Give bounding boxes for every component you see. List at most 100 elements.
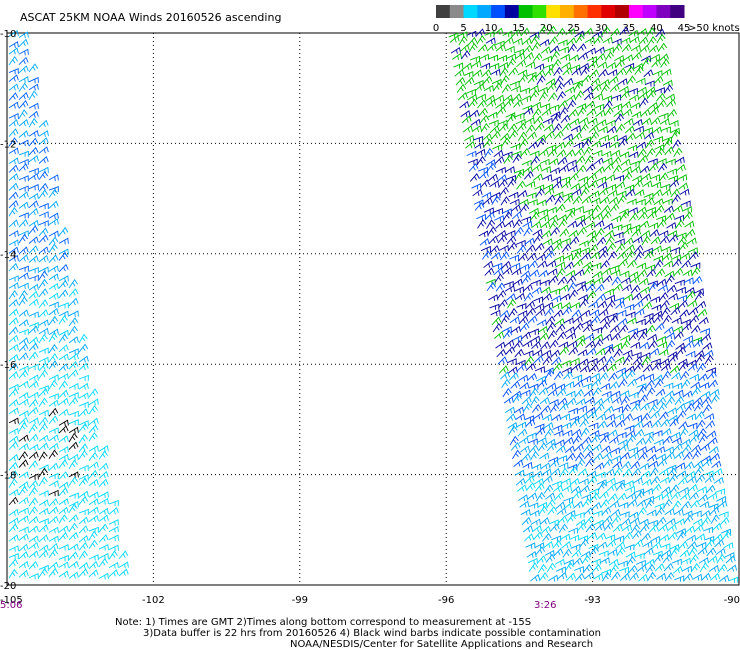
- wind-barb: [480, 179, 491, 188]
- wind-barb: [48, 434, 59, 442]
- wind-barb: [640, 108, 651, 117]
- wind-barb: [516, 122, 527, 132]
- wind-barb: [661, 428, 672, 436]
- wind-barb: [651, 419, 662, 429]
- wind-barb: [582, 563, 593, 573]
- wind-barb: [583, 27, 594, 36]
- wind-barb: [598, 187, 609, 196]
- wind-barb: [517, 69, 528, 77]
- wind-barb: [688, 251, 699, 261]
- wind-barb: [696, 419, 706, 429]
- wind-barb: [549, 219, 559, 230]
- wind-barb: [654, 502, 665, 510]
- wind-barb: [544, 67, 554, 77]
- wind-barb: [609, 324, 620, 333]
- wind-barb: [663, 498, 673, 509]
- wind-barb: [579, 123, 589, 133]
- wind-barb: [598, 68, 609, 78]
- wind-barb: [8, 230, 19, 237]
- wind-barb: [624, 184, 635, 191]
- wind-barb: [569, 236, 580, 246]
- wind-barb: [676, 346, 687, 356]
- wind-barb: [28, 225, 39, 235]
- wind-barb: [662, 314, 672, 324]
- wind-barb: [518, 315, 529, 325]
- wind-barb: [696, 541, 707, 549]
- wind-barb: [483, 260, 494, 269]
- wind-barb: [68, 348, 79, 355]
- wind-barb: [38, 416, 49, 426]
- wind-barb: [523, 471, 534, 478]
- wind-barb: [603, 163, 614, 172]
- wind-barb: [547, 506, 557, 516]
- wind-barb: [28, 525, 39, 533]
- wind-barb: [477, 99, 487, 109]
- wind-barb: [657, 402, 668, 412]
- wind-barb: [616, 431, 627, 439]
- wind-barb: [558, 100, 568, 109]
- wind-barb: [569, 54, 580, 62]
- wind-barb: [655, 388, 666, 397]
- legend-unit-label: >50 knots: [688, 23, 740, 34]
- wind-barb: [622, 227, 633, 235]
- y-tick-label: -20: [0, 581, 16, 592]
- wind-barb: [532, 107, 542, 118]
- wind-barb: [8, 128, 19, 137]
- wind-barb: [519, 500, 530, 508]
- wind-barb: [574, 147, 585, 157]
- wind-barb: [579, 484, 590, 493]
- wind-barb: [48, 218, 59, 226]
- wind-barb: [690, 381, 701, 389]
- wind-barb: [638, 518, 649, 526]
- wind-barb: [635, 437, 646, 446]
- wind-barb: [533, 531, 543, 541]
- wind-barb: [570, 418, 581, 427]
- wind-barb: [649, 106, 660, 116]
- wind-barb: [540, 221, 551, 229]
- wind-barb: [58, 561, 69, 569]
- wind-barb: [492, 208, 503, 215]
- wind-barb: [8, 417, 19, 425]
- wind-barb: [707, 370, 717, 380]
- wind-barb: [669, 484, 680, 494]
- wind-barb: [526, 432, 537, 439]
- wind-barb: [563, 496, 574, 503]
- wind-barb: [476, 93, 487, 101]
- wind-barb: [18, 175, 29, 182]
- wind-barb: [591, 262, 602, 269]
- wind-barb: [494, 94, 505, 102]
- wind-barb: [621, 460, 632, 470]
- wind-barb: [492, 82, 503, 92]
- wind-barb: [523, 107, 534, 115]
- wind-barb: [28, 137, 39, 147]
- wind-barb: [623, 237, 634, 246]
- wind-barb: [485, 94, 496, 102]
- wind-barb: [669, 246, 680, 254]
- wind-barb: [108, 499, 119, 506]
- wind-barb: [576, 522, 587, 532]
- wind-barb: [665, 158, 676, 165]
- wind-barb: [585, 283, 596, 292]
- wind-barb: [606, 125, 617, 134]
- wind-barb: [8, 299, 19, 307]
- wind-barb: [511, 268, 522, 276]
- wind-barb: [519, 382, 530, 390]
- wind-barb: [537, 379, 548, 388]
- legend-swatch: [546, 5, 561, 18]
- wind-barb: [489, 245, 500, 254]
- wind-barb: [654, 322, 665, 332]
- wind-barb: [662, 554, 673, 563]
- wind-barb: [535, 69, 546, 78]
- wind-barb: [573, 379, 584, 388]
- wind-barb: [619, 390, 630, 397]
- wind-barb: [533, 355, 544, 364]
- wind-barb: [632, 356, 643, 365]
- wind-barb: [637, 269, 648, 278]
- wind-barb: [563, 195, 574, 204]
- legend-swatch: [670, 5, 685, 18]
- wind-barb: [621, 524, 633, 532]
- wind-barb: [644, 197, 655, 206]
- wind-barb: [499, 67, 509, 77]
- wind-barb: [677, 477, 688, 486]
- wind-barb: [582, 138, 592, 148]
